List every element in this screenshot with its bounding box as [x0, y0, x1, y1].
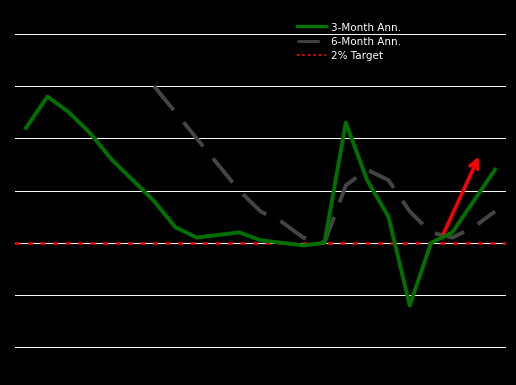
Legend: 3-Month Ann., 6-Month Ann., 2% Target: 3-Month Ann., 6-Month Ann., 2% Target	[295, 20, 403, 64]
